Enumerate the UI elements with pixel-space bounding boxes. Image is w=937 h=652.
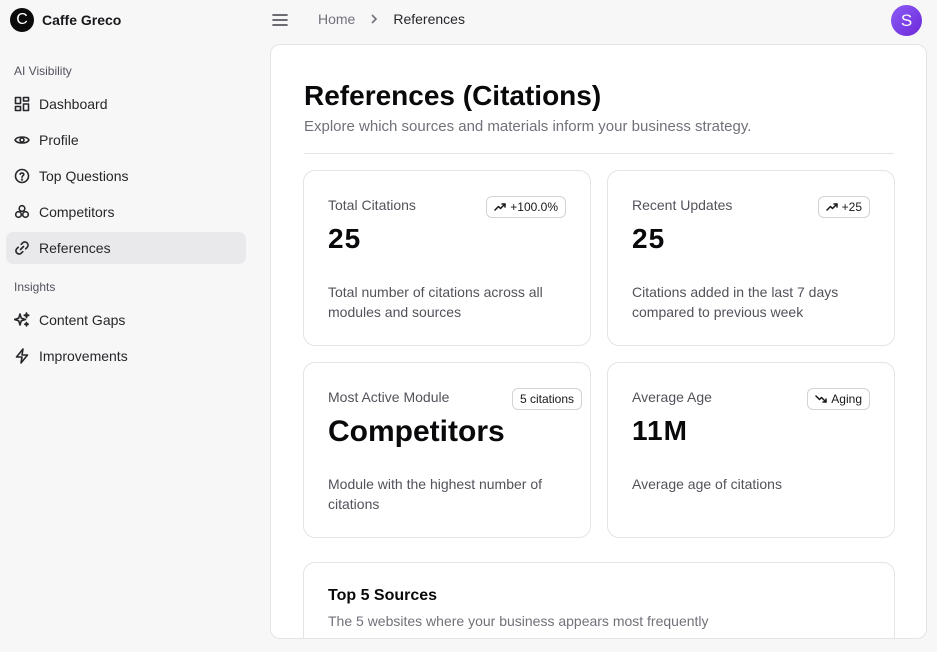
page-subtitle: Explore which sources and materials info… bbox=[304, 118, 752, 135]
trend-badge: Aging bbox=[807, 388, 870, 410]
card-label: Recent Updates bbox=[632, 197, 733, 213]
sources-title: Top 5 Sources bbox=[328, 587, 438, 604]
sidebar-item-dashboard[interactable]: Dashboard bbox=[6, 88, 246, 120]
trend-badge: +100.0% bbox=[486, 196, 566, 218]
stat-card-total-citations: Total Citations +100.0% 25 Total number … bbox=[303, 170, 591, 346]
sidebar-item-references[interactable]: References bbox=[6, 232, 246, 264]
card-label: Average Age bbox=[632, 389, 712, 405]
breadcrumb: Home References bbox=[318, 11, 465, 27]
card-value: Competitors bbox=[328, 415, 505, 448]
badge-text: +25 bbox=[841, 200, 862, 214]
link-icon bbox=[14, 240, 30, 256]
sparkles-icon bbox=[14, 312, 30, 328]
brand-name: Caffe Greco bbox=[42, 12, 122, 28]
trending-up-icon bbox=[494, 203, 507, 211]
card-label: Total Citations bbox=[328, 197, 416, 213]
breadcrumb-current: References bbox=[393, 11, 465, 27]
trend-badge: +25 bbox=[817, 196, 870, 218]
sidebar-item-improvements[interactable]: Improvements bbox=[6, 340, 246, 372]
badge-text: 5 citations bbox=[519, 392, 574, 406]
section-label-ai-visibility: AI Visibility bbox=[14, 64, 72, 78]
page-title: References (Citations) bbox=[304, 80, 602, 111]
trending-down-icon bbox=[815, 395, 828, 403]
section-label-insights: Insights bbox=[14, 280, 56, 294]
card-value: 25 bbox=[632, 223, 666, 254]
dashboard-icon bbox=[14, 96, 30, 112]
badge-text: Aging bbox=[831, 392, 862, 406]
stat-card-recent-updates: Recent Updates +25 25 Citations added in… bbox=[607, 170, 895, 346]
brand[interactable]: C Caffe Greco bbox=[10, 7, 121, 33]
user-avatar[interactable]: S bbox=[891, 5, 922, 36]
card-label: Most Active Module bbox=[328, 389, 450, 405]
card-description: Citations added in the last 7 days compa… bbox=[632, 284, 839, 320]
card-description: Total number of citations across all mod… bbox=[328, 284, 543, 320]
card-description: Module with the highest number of citati… bbox=[328, 476, 543, 512]
card-description: Average age of citations bbox=[632, 476, 782, 492]
sidebar-item-content-gaps[interactable]: Content Gaps bbox=[6, 304, 246, 336]
sidebar-item-label: Competitors bbox=[39, 204, 115, 220]
divider bbox=[304, 153, 894, 154]
main-content: References (Citations) Explore which sou… bbox=[270, 44, 927, 639]
menu-toggle-button[interactable] bbox=[271, 12, 289, 28]
breadcrumb-home-link[interactable]: Home bbox=[318, 11, 356, 27]
chevron-right-icon bbox=[369, 11, 379, 27]
sidebar-item-top-questions[interactable]: Top Questions bbox=[6, 160, 246, 192]
question-circle-icon bbox=[14, 168, 30, 184]
badge-text: +100.0% bbox=[510, 200, 558, 214]
trending-up-icon bbox=[825, 203, 838, 211]
stat-card-average-age: Average Age Aging 11M Average age of cit… bbox=[607, 362, 895, 538]
sidebar: C Caffe Greco AI Visibility Dashboard Pr… bbox=[0, 0, 254, 652]
sidebar-item-profile[interactable]: Profile bbox=[6, 124, 246, 156]
top-sources-card: Top 5 Sources The 5 websites where your … bbox=[303, 562, 895, 638]
sidebar-item-label: Dashboard bbox=[39, 96, 108, 112]
sidebar-item-label: Content Gaps bbox=[39, 312, 126, 328]
sources-subtitle: The 5 websites where your business appea… bbox=[328, 613, 709, 629]
sidebar-item-label: Profile bbox=[39, 132, 79, 148]
sidebar-item-competitors[interactable]: Competitors bbox=[6, 196, 246, 228]
sidebar-item-label: Top Questions bbox=[39, 168, 129, 184]
sidebar-item-label: Improvements bbox=[39, 348, 128, 364]
card-value: 25 bbox=[328, 223, 362, 254]
sidebar-item-label: References bbox=[39, 240, 111, 256]
eye-icon bbox=[14, 132, 30, 148]
brand-logo: C bbox=[10, 8, 34, 32]
count-badge: 5 citations bbox=[511, 388, 582, 410]
card-value: 11M bbox=[632, 415, 688, 446]
boxes-icon bbox=[14, 204, 30, 220]
zap-icon bbox=[14, 348, 30, 364]
stat-card-most-active-module: Most Active Module 5 citations Competito… bbox=[303, 362, 591, 538]
hamburger-icon bbox=[272, 14, 288, 26]
